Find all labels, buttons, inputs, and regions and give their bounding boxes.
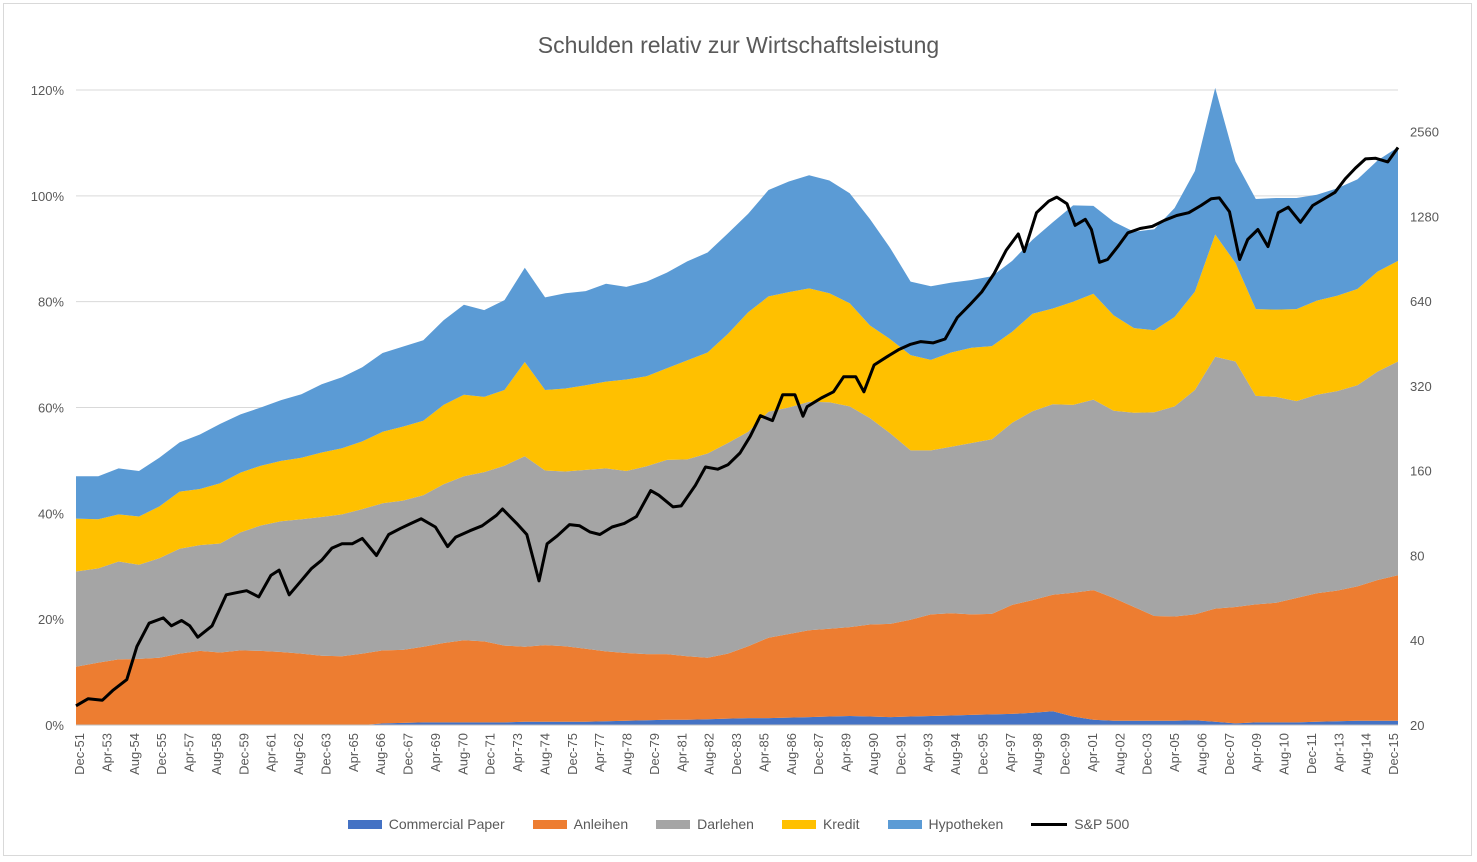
legend-item-anleihen: Anleihen [532,816,629,832]
area-commercial-paper [76,711,1398,725]
y-right-tick-label: 20 [1410,718,1424,733]
legend-swatch-kredit [781,819,816,829]
area-anleihen [76,575,1398,725]
line-sp500 [75,146,1400,708]
chart-frame: Schulden relativ zur Wirtschaftsleistung… [3,3,1472,856]
x-tick-label: Dec-75 [565,733,580,775]
y-left-tick-label: 20% [38,612,64,627]
legend-item-sp500: S&P 500 [1031,816,1129,832]
y-right-tick-label: 80 [1410,548,1424,563]
x-tick-label: Aug-94 [948,733,963,775]
x-tick-label: Aug-90 [866,733,881,775]
y-right-tick-label: 1280 [1410,209,1439,224]
area-hypotheken [76,87,1398,520]
legend-item-commercial-paper: Commercial Paper [347,816,505,832]
x-tick-label: Apr-97 [1003,733,1018,772]
y-right-tick-label: 320 [1410,379,1432,394]
x-tick-label: Aug-74 [537,733,552,775]
y-right-tick-label: 2560 [1410,125,1439,140]
x-tick-label: Apr-57 [182,733,197,772]
x-tick-label: Apr-81 [674,733,689,772]
x-tick-label: Aug-86 [784,733,799,775]
legend-line-sp500 [1031,822,1068,826]
x-tick-label: Apr-77 [592,733,607,772]
legend-swatch-darlehen [656,819,691,829]
x-tick-label: Dec-07 [1222,733,1237,775]
x-tick-label: Apr-13 [1331,733,1346,772]
legend-label-anleihen: Anleihen [573,816,629,832]
legend-item-darlehen: Darlehen [656,816,754,832]
y-left-tick-label: 100% [31,189,65,204]
x-tick-label: Dec-95 [975,733,990,775]
chart-plot: 0% 20% 40% 60% 80% 100% 120% 20 40 80 160 320 640 128… [31,83,1439,775]
y-right-tick-label: 160 [1410,464,1432,479]
x-tick-label: Dec-71 [483,733,498,775]
x-tick-label: Aug-54 [127,733,142,775]
legend-label-hypotheken: Hypotheken [928,816,1004,832]
x-tick-label: Apr-09 [1249,733,1264,772]
x-tick-label: Aug-14 [1359,733,1374,775]
x-tick-label: Aug-70 [455,733,470,775]
legend-swatch-commercial-paper [347,819,382,829]
x-tick-label: Dec-51 [72,733,87,775]
x-tick-label: Apr-05 [1167,733,1182,772]
x-tick-label: Aug-58 [209,733,224,775]
legend-item-kredit: Kredit [781,816,860,832]
x-tick-label: Dec-63 [318,733,333,775]
x-tick-label: Apr-69 [428,733,443,772]
area-kredit [76,234,1398,572]
x-tick-label: Apr-65 [346,733,361,772]
x-tick-label: Dec-99 [1058,733,1073,775]
legend-label-commercial-paper: Commercial Paper [388,816,505,832]
legend-label-darlehen: Darlehen [697,816,754,832]
area-darlehen [76,356,1398,667]
x-tick-label: Aug-10 [1277,733,1292,775]
x-tick-label: Dec-15 [1386,733,1401,775]
x-tick-label: Aug-06 [1194,733,1209,775]
y-left-tick-label: 40% [38,506,64,521]
x-tick-label: Dec-91 [893,733,908,775]
x-tick-label: Apr-73 [510,733,525,772]
x-tick-label: Apr-93 [921,733,936,772]
x-tick-label: Aug-66 [373,733,388,775]
legend-swatch-hypotheken [887,819,922,829]
legend-label-sp500: S&P 500 [1074,816,1130,832]
y-right-tick-label: 40 [1410,633,1424,648]
x-tick-label: Dec-11 [1304,733,1319,774]
x-tick-label: Dec-59 [236,733,251,775]
x-tick-label: Apr-53 [99,733,114,772]
chart-title: Schulden relativ zur Wirtschaftsleistung [537,32,940,58]
x-tick-label: Apr-01 [1085,733,1100,772]
x-tick-label: Aug-62 [291,733,306,775]
x-tick-label: Aug-98 [1030,733,1045,775]
legend: Commercial Paper Anleihen Darlehen Kredi… [4,816,1473,832]
x-tick-label: Aug-78 [620,733,635,775]
y-left-tick-label: 80% [38,295,64,310]
x-tick-label: Dec-87 [811,733,826,775]
x-tick-label: Dec-03 [1140,733,1155,775]
x-tick-label: Dec-67 [401,733,416,775]
legend-swatch-anleihen [532,819,567,829]
legend-item-hypotheken: Hypotheken [887,816,1004,832]
x-tick-label: Apr-89 [839,733,854,772]
x-tick-label: Aug-02 [1112,733,1127,775]
y-left-tick-label: 0% [45,718,64,733]
x-tick-label: Apr-85 [756,733,771,772]
x-tick-label: Apr-61 [264,733,279,772]
x-tick-label: Dec-79 [647,733,662,775]
y-left-tick-label: 60% [38,401,64,416]
x-tick-label: Aug-82 [702,733,717,775]
y-left-tick-label: 120% [31,83,65,98]
x-tick-label: Dec-83 [729,733,744,775]
y-right-tick-label: 640 [1410,294,1432,309]
x-tick-label: Dec-55 [154,733,169,775]
legend-label-kredit: Kredit [822,816,860,832]
